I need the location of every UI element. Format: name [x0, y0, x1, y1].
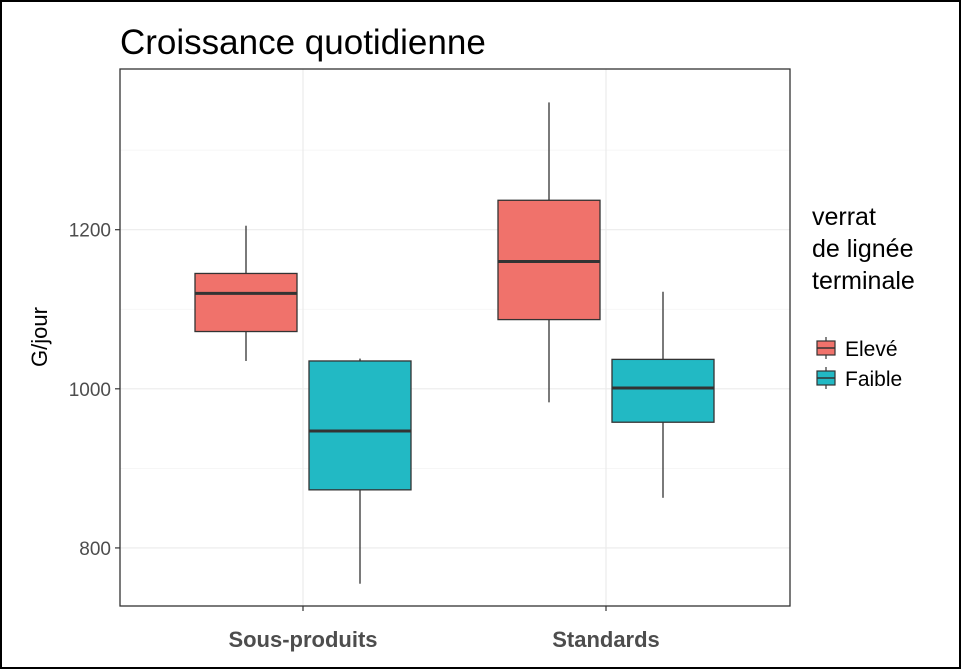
box-body: [308, 360, 412, 491]
y-axis-label: G/jour: [27, 307, 52, 367]
x-axis: Sous-produits Standards: [228, 606, 660, 652]
grid-lines: [120, 69, 790, 606]
x-tick-label: Sous-produits: [228, 627, 377, 652]
legend-item-elevé: Elevé: [816, 337, 898, 361]
y-tick-label: 1000: [69, 380, 111, 401]
box-faible-standards: [611, 291, 715, 498]
legend-label: Faible: [845, 368, 902, 391]
legend-title-line: verrat: [812, 203, 876, 231]
legend-title-line: terminale: [812, 267, 915, 295]
box-elevé-standards: [497, 102, 601, 403]
legend: verrat de lignée terminale Elevé Faible: [812, 203, 915, 391]
y-axis: 800 1000 1200: [69, 221, 120, 560]
box-elevé-sous-produits: [194, 225, 298, 361]
box-body: [497, 199, 601, 321]
box-body: [194, 272, 298, 333]
x-tick-label: Standards: [552, 627, 660, 652]
box-body: [611, 358, 715, 423]
plot-panel: [120, 69, 790, 606]
legend-item-faible: Faible: [816, 367, 902, 391]
boxes: [194, 102, 715, 584]
legend-label: Elevé: [845, 338, 898, 361]
chart-title: Croissance quotidienne: [120, 23, 486, 62]
legend-title-line: de lignée: [812, 235, 913, 263]
box-faible-sous-produits: [308, 358, 412, 584]
plot-panel-border: [119, 68, 791, 607]
y-tick-label: 1200: [69, 221, 111, 242]
y-tick-label: 800: [79, 539, 111, 560]
